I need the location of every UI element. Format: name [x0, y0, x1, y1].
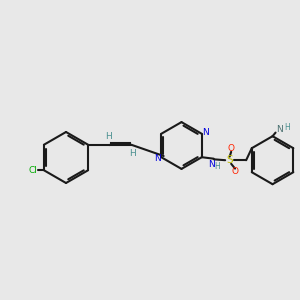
Text: S: S — [226, 155, 233, 165]
Text: H: H — [284, 123, 290, 132]
Text: N: N — [154, 154, 161, 163]
Text: N: N — [208, 160, 215, 169]
Text: O: O — [232, 167, 238, 176]
Text: H: H — [129, 148, 136, 158]
Text: N: N — [202, 128, 209, 137]
Text: O: O — [228, 144, 235, 153]
Text: N: N — [276, 125, 283, 134]
Text: H: H — [105, 132, 112, 141]
Text: Cl: Cl — [28, 166, 37, 175]
Text: H: H — [214, 162, 220, 171]
